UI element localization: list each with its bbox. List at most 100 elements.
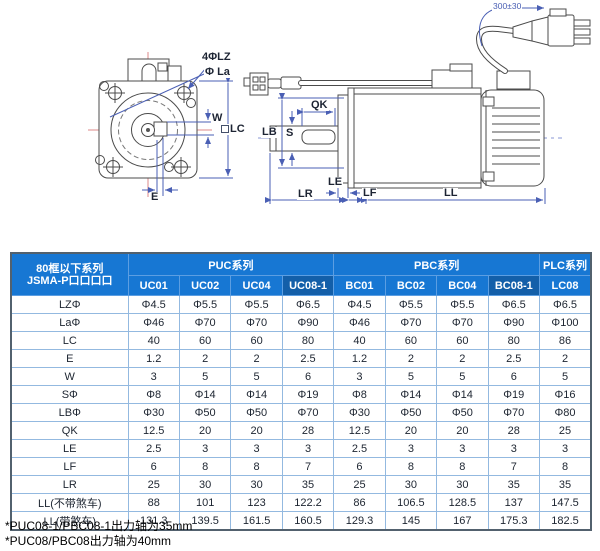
spec-table: 80框以下系列 JSMA-P口口口口 PUC系列 PBC系列 PLC系列 UC0…	[10, 252, 592, 531]
spec-cell: Φ70	[178, 313, 232, 332]
spec-cell: Φ50	[384, 403, 438, 422]
spec-cell: 3	[487, 439, 541, 458]
spec-cell: Φ14	[230, 385, 283, 404]
spec-cell: Φ90	[281, 313, 335, 332]
spec-cell: Φ6.5	[539, 295, 592, 314]
spec-cell: 28	[281, 421, 335, 440]
spec-cell: 3	[178, 439, 232, 458]
spec-cell: 2	[178, 349, 232, 368]
spec-cell: 6	[281, 367, 335, 386]
spec-cell: Φ14	[436, 385, 489, 404]
spec-cell: 20	[436, 421, 489, 440]
spec-cell: 12.5	[127, 421, 180, 440]
label-bolt-holes: 4ΦLZ	[201, 51, 232, 63]
spec-cell: 30	[230, 475, 283, 494]
spec-cell: 167	[436, 511, 489, 531]
spec-cell: 30	[436, 475, 489, 494]
corner-header-line1: 80框以下系列	[36, 262, 104, 275]
spec-cell: 145	[384, 511, 438, 531]
bolt-holes	[95, 81, 196, 177]
spec-cell: 25	[333, 475, 386, 494]
spec-cell: Φ4.5	[127, 295, 180, 314]
spec-cell: 147.5	[539, 493, 592, 512]
spec-cell: Φ70	[281, 403, 335, 422]
table-row: LR 25 30 30 35 25 30 30 35 35	[10, 475, 592, 494]
spec-cell: 123	[230, 493, 283, 512]
spec-cell: 160.5	[281, 511, 335, 531]
spec-cell: 2.5	[333, 439, 386, 458]
table-row: LF 6 8 8 7 6 8 8 7 8	[10, 457, 592, 476]
footnote-2: *PUC08/PBC08出力轴为40mm	[5, 534, 172, 548]
spec-cell: Φ70	[436, 313, 489, 332]
spec-table-header: 80框以下系列 JSMA-P口口口口 PUC系列 PBC系列 PLC系列 UC0…	[10, 252, 592, 296]
spec-cell: 88	[127, 493, 180, 512]
spec-cell: Φ70	[384, 313, 438, 332]
label-offset-e: E	[150, 191, 160, 203]
row-label: LL(不带煞车)	[10, 493, 129, 512]
row-label: LF	[10, 457, 129, 476]
row-label: QK	[10, 421, 129, 440]
rear-ribs	[492, 107, 540, 165]
spec-cell: Φ19	[487, 385, 541, 404]
spec-cell: 128.5	[436, 493, 489, 512]
corner-header-line2: JSMA-P口口口口	[26, 274, 113, 287]
spec-cell: Φ14	[384, 385, 438, 404]
row-label: LZΦ	[10, 295, 129, 314]
spec-cell: 80	[487, 331, 541, 350]
row-label: LR	[10, 475, 129, 494]
label-key-width: W	[211, 112, 224, 124]
column-header-bc02: BC02	[384, 275, 438, 296]
spec-cell: 175.3	[487, 511, 541, 531]
spec-cell: Φ5.5	[230, 295, 283, 314]
power-cable	[475, 25, 517, 74]
spec-cell: 60	[436, 331, 489, 350]
row-label: LE	[10, 439, 129, 458]
spec-cell: 5	[178, 367, 232, 386]
spec-cell: 122.2	[281, 493, 335, 512]
spec-cell: 2	[539, 349, 592, 368]
table-row: LE 2.5 3 3 3 2.5 3 3 3 3	[10, 439, 592, 458]
spec-cell: 101	[178, 493, 232, 512]
spec-cell: Φ70	[487, 403, 541, 422]
row-label: E	[10, 349, 129, 368]
label-key-length: QK	[310, 99, 329, 111]
spec-cell: 35	[539, 475, 592, 494]
spec-cell: 40	[333, 331, 386, 350]
spec-cell: Φ50	[178, 403, 232, 422]
spec-cell: 7	[487, 457, 541, 476]
spec-cell: Φ46	[333, 313, 386, 332]
table-row: QK 12.5 20 20 28 12.5 20 20 28 25	[10, 421, 592, 440]
column-header-bc01: BC01	[333, 275, 386, 296]
table-row: LaΦ Φ46 Φ70 Φ70 Φ90 Φ46 Φ70 Φ70 Φ90 Φ100	[10, 313, 592, 332]
spec-cell: Φ30	[127, 403, 180, 422]
spec-cell: 20	[384, 421, 438, 440]
spec-table-body: LZΦ Φ4.5 Φ5.5 Φ5.5 Φ6.5 Φ4.5 Φ5.5 Φ5.5 Φ6.5 Φ6.5 L…	[10, 295, 592, 531]
spec-cell: Φ5.5	[436, 295, 489, 314]
encoder-connector	[243, 72, 269, 96]
spec-cell: 137	[487, 493, 541, 512]
row-label: LBΦ	[10, 403, 129, 422]
spec-cell: 60	[230, 331, 283, 350]
spec-cell: 5	[436, 367, 489, 386]
column-header-bc04: BC04	[436, 275, 489, 296]
spec-cell: 5	[384, 367, 438, 386]
spec-cell: 6	[333, 457, 386, 476]
spec-cell: 8	[539, 457, 592, 476]
side-view	[243, 5, 591, 204]
spec-cell: 12.5	[333, 421, 386, 440]
corner-header: 80框以下系列 JSMA-P口口口口	[10, 252, 129, 296]
column-header-uc02: UC02	[178, 275, 232, 296]
spec-cell: 8	[230, 457, 283, 476]
table-row: LBΦ Φ30 Φ50 Φ50 Φ70 Φ30 Φ50 Φ50 Φ70 Φ80	[10, 403, 592, 422]
spec-cell: 2.5	[127, 439, 180, 458]
spec-cell: 28	[487, 421, 541, 440]
spec-cell: Φ70	[230, 313, 283, 332]
label-le: LE	[327, 176, 344, 188]
spec-cell: 5	[230, 367, 283, 386]
front-view	[88, 52, 233, 197]
label-cable-length: 300±30	[492, 1, 523, 11]
spec-cell: 3	[384, 439, 438, 458]
spec-cell: Φ80	[539, 403, 592, 422]
table-row: LL(带煞车) 131.3 139.5 161.5 160.5 129.3 145 167 17…	[10, 511, 592, 531]
